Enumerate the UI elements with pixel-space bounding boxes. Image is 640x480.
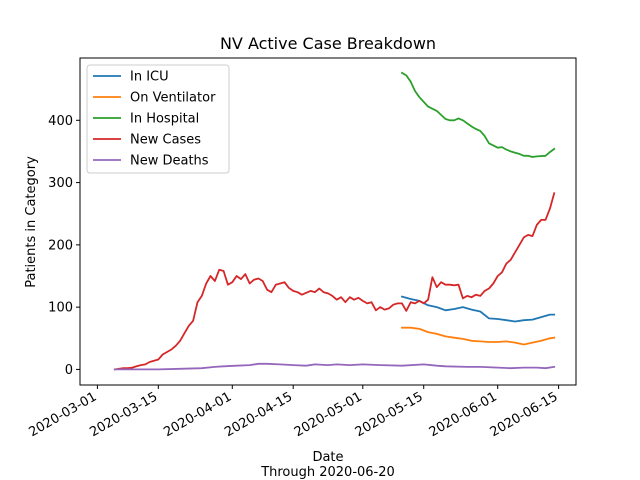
x-tick-label-1: 2020-03-15 bbox=[87, 389, 160, 440]
x-axis-subtitle: Through 2020-06-20 bbox=[260, 465, 395, 480]
chart-title: NV Active Case Breakdown bbox=[220, 34, 436, 53]
y-tick-label-3: 300 bbox=[48, 176, 73, 191]
x-axis-title: Date bbox=[312, 450, 343, 465]
series-layer bbox=[113, 71, 556, 371]
series-line-4 bbox=[113, 362, 556, 371]
series-line-3 bbox=[113, 192, 556, 371]
legend: In ICU On Ventilator In Hospital New Cases N… bbox=[86, 64, 230, 174]
x-tick-label-7: 2020-06-15 bbox=[488, 389, 561, 440]
x-tick-label-5: 2020-05-15 bbox=[353, 389, 426, 440]
legend-label-3: New Cases bbox=[130, 133, 201, 148]
legend-label-0: In ICU bbox=[130, 70, 169, 85]
plot-frame bbox=[79, 57, 577, 386]
y-axis-title: Patients in Category bbox=[24, 156, 39, 288]
y-tick-label-4: 400 bbox=[48, 114, 73, 129]
series-line-2 bbox=[400, 71, 556, 158]
y-tick-label-1: 100 bbox=[48, 301, 73, 316]
legend-label-4: New Deaths bbox=[130, 154, 209, 169]
legend-box bbox=[86, 64, 230, 174]
x-tick-label-4: 2020-05-01 bbox=[292, 389, 365, 440]
x-tick-label-3: 2020-04-15 bbox=[222, 389, 295, 440]
x-tick-label-6: 2020-06-01 bbox=[427, 389, 500, 440]
legend-label-1: On Ventilator bbox=[130, 91, 216, 106]
legend-label-2: In Hospital bbox=[130, 112, 199, 127]
x-tick-label-2: 2020-04-01 bbox=[161, 389, 234, 440]
y-tick-label-0: 0 bbox=[65, 363, 73, 378]
series-line-1 bbox=[401, 326, 556, 346]
y-tick-label-2: 200 bbox=[48, 238, 73, 253]
x-tick-label-0: 2020-03-01 bbox=[26, 389, 99, 440]
series-line-0 bbox=[400, 295, 556, 323]
